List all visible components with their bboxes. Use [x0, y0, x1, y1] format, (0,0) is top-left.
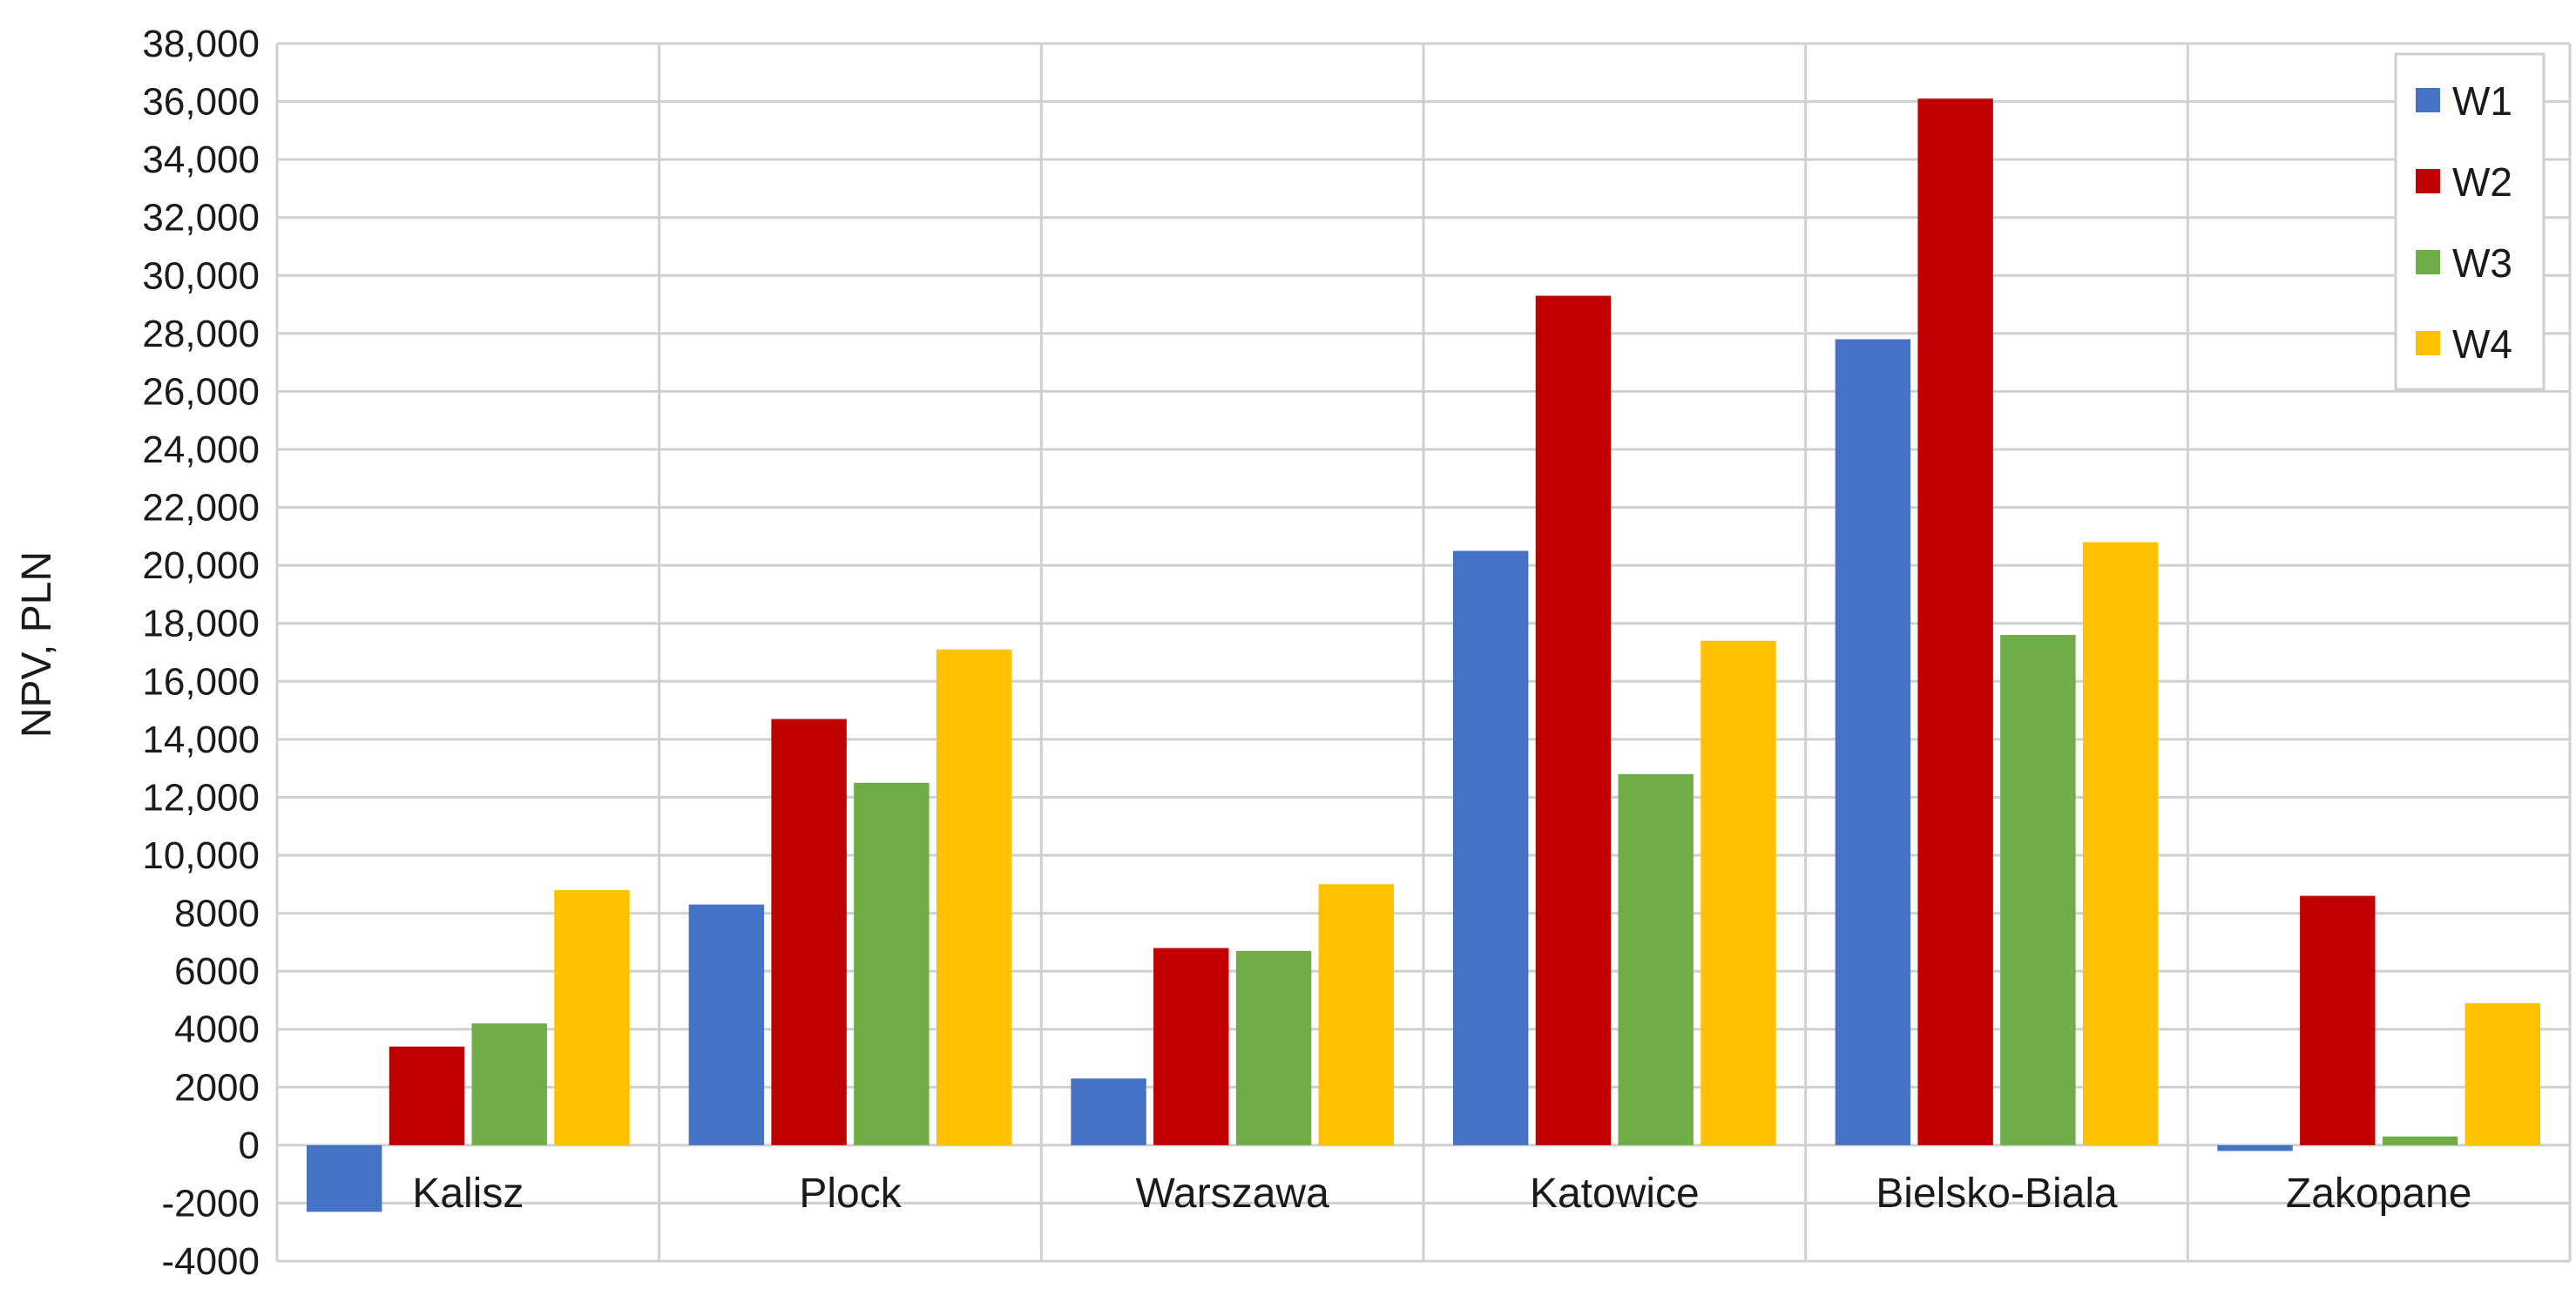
- bar-w1-katowice: [1452, 550, 1529, 1145]
- y-tick-label: 22,000: [142, 487, 260, 530]
- y-tick-label: 24,000: [142, 429, 260, 471]
- legend-swatch-w3: [2416, 250, 2440, 274]
- y-tick-label: 8000: [174, 893, 260, 935]
- bar-w3-kalisz: [471, 1023, 547, 1145]
- y-axis-title: NPV, PLN: [14, 551, 60, 738]
- bar-w3-zakopane: [2382, 1136, 2458, 1145]
- legend-swatch-w2: [2416, 169, 2440, 193]
- bar-w4-bielsko-biala: [2082, 542, 2159, 1145]
- y-tick-label: -2000: [161, 1182, 260, 1225]
- bars: [306, 98, 2541, 1212]
- y-tick-label: 30,000: [142, 254, 260, 297]
- legend-label-w4: W4: [2452, 321, 2512, 367]
- y-tick-label: 38,000: [142, 23, 260, 65]
- legend-items: W1 W2 W3 W4: [2416, 78, 2512, 367]
- bar-w4-warszawa: [1318, 884, 1395, 1145]
- y-tick-label: -4000: [161, 1240, 260, 1283]
- bar-w3-plock: [854, 782, 930, 1145]
- y-tick-label: 28,000: [142, 313, 260, 355]
- category-label: Plock: [799, 1171, 902, 1217]
- legend-label-w2: W2: [2452, 159, 2512, 205]
- bar-w1-plock: [688, 904, 765, 1145]
- bar-w4-plock: [936, 649, 1012, 1145]
- bar-w4-katowice: [1700, 640, 1776, 1145]
- bar-w2-zakopane: [2300, 895, 2376, 1145]
- y-tick-label: 2000: [174, 1066, 260, 1109]
- y-tick-label: 26,000: [142, 370, 260, 413]
- y-tick-label: 14,000: [142, 719, 260, 761]
- category-label: Katowice: [1530, 1171, 1700, 1217]
- y-tick-label: 34,000: [142, 138, 260, 181]
- bar-w3-bielsko-biala: [2000, 635, 2076, 1145]
- y-tick-label: 4000: [174, 1009, 260, 1051]
- category-label: Kalisz: [412, 1171, 524, 1217]
- legend-label-w1: W1: [2452, 78, 2512, 124]
- y-tick-label: 6000: [174, 950, 260, 993]
- bar-w3-warszawa: [1235, 950, 1312, 1145]
- category-label: Bielsko-Biala: [1876, 1171, 2118, 1217]
- bar-w1-zakopane: [2217, 1144, 2293, 1151]
- y-tick-label: 10,000: [142, 834, 260, 877]
- y-tick-label: 18,000: [142, 603, 260, 645]
- y-tick-label: 36,000: [142, 81, 260, 124]
- bar-w2-plock: [771, 719, 847, 1145]
- legend: W1 W2 W3 W4: [2394, 52, 2546, 391]
- bar-w1-warszawa: [1071, 1078, 1146, 1145]
- bar-w4-zakopane: [2464, 1002, 2541, 1145]
- bar-w2-katowice: [1535, 295, 1612, 1145]
- bar-w2-warszawa: [1153, 948, 1229, 1145]
- y-tick-label: 12,000: [142, 776, 260, 819]
- bar-w1-kalisz: [306, 1144, 382, 1212]
- bar-w1-bielsko-biala: [1835, 339, 1911, 1145]
- bar-w2-kalisz: [389, 1046, 465, 1145]
- y-tick-label: 20,000: [142, 544, 260, 587]
- gridlines: [275, 42, 2572, 1263]
- category-label: Zakopane: [2286, 1171, 2472, 1217]
- legend-swatch-w1: [2416, 88, 2440, 112]
- y-tick-label: 0: [239, 1124, 260, 1167]
- y-tick-label: 16,000: [142, 660, 260, 703]
- bar-w3-katowice: [1618, 773, 1694, 1145]
- legend-swatch-w4: [2416, 331, 2440, 355]
- category-labels: Kalisz Plock Warszawa Katowice Bielsko-Biala…: [412, 1171, 2471, 1217]
- y-tick-labels: -4000 -2000 0 2000 4000 6000 8000 10,000 12,000 1…: [142, 23, 260, 1283]
- bar-w2-bielsko-biala: [1917, 98, 1993, 1145]
- bar-w4-kalisz: [554, 889, 630, 1145]
- category-label: Warszawa: [1136, 1171, 1330, 1217]
- y-tick-label: 32,000: [142, 197, 260, 240]
- legend-label-w3: W3: [2452, 240, 2512, 286]
